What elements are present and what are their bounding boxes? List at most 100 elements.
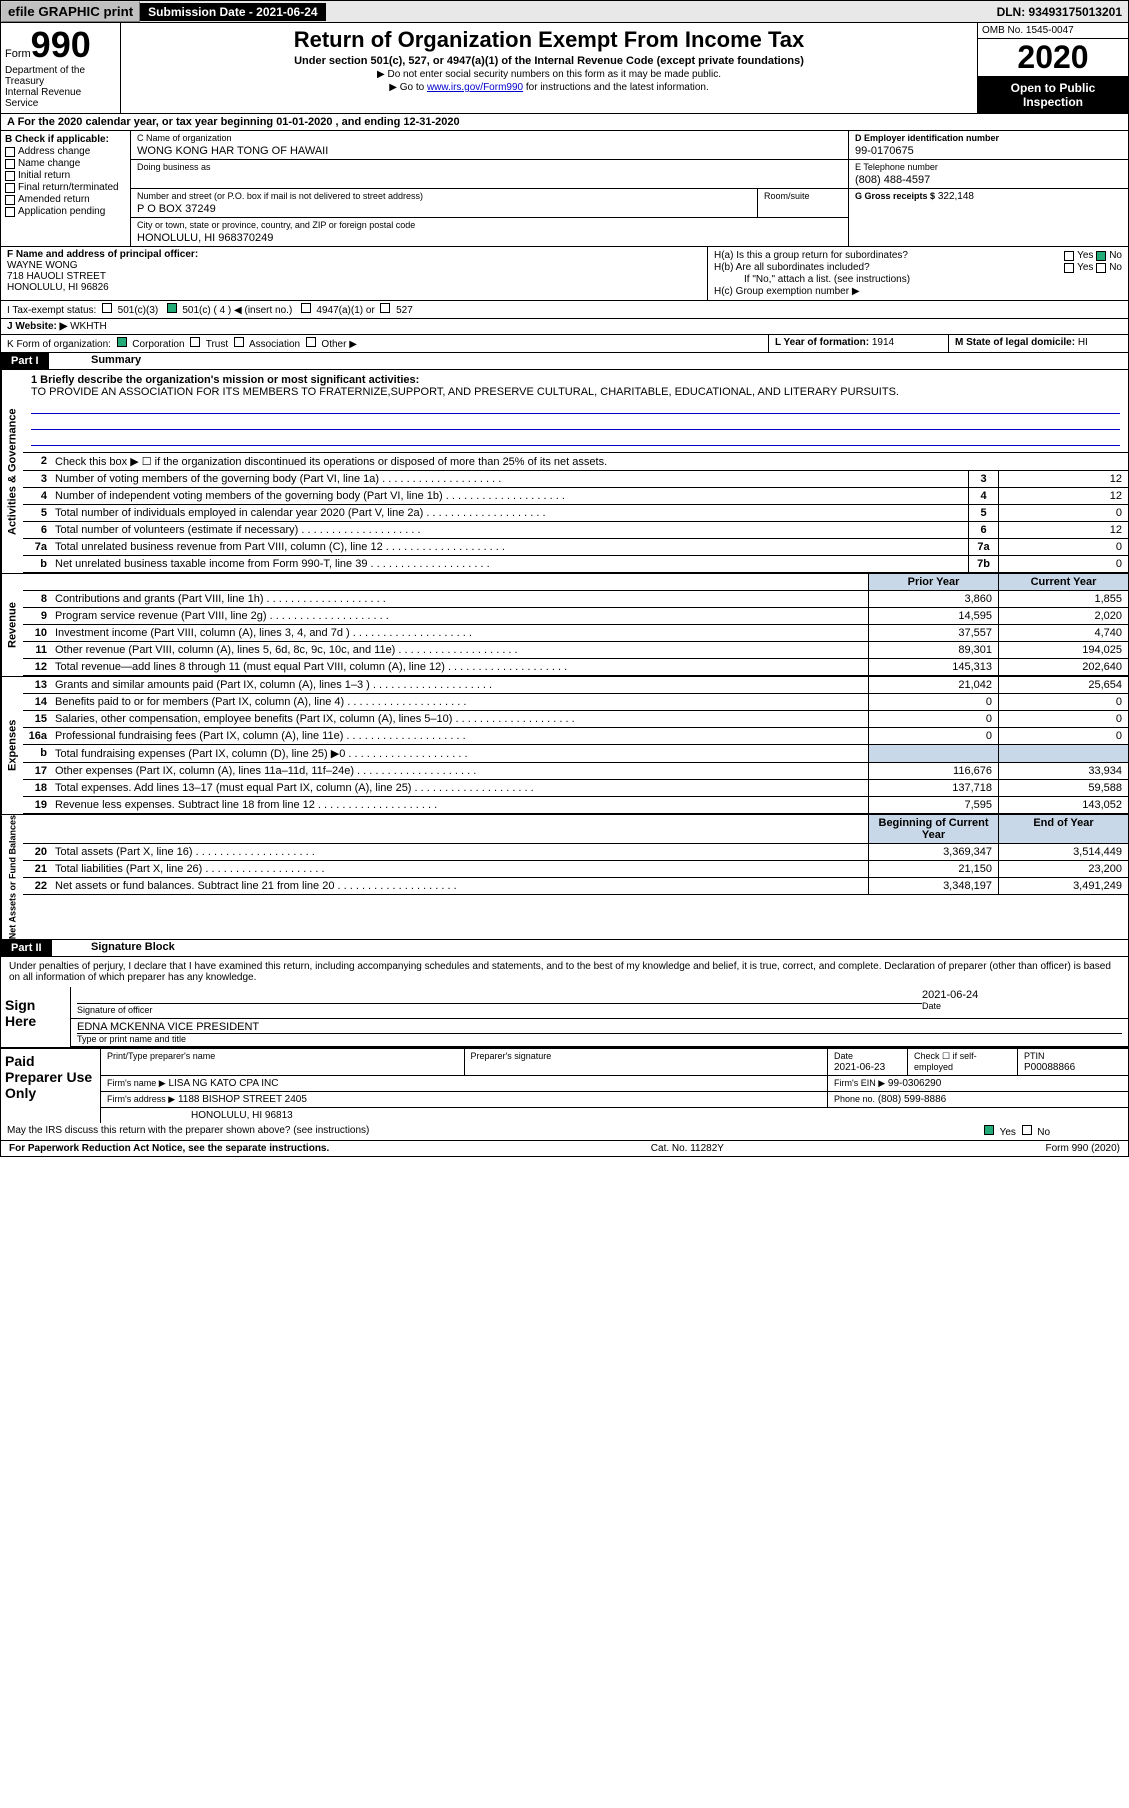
table-row: 13Grants and similar amounts paid (Part … <box>23 677 1128 694</box>
form-subtitle-2: ▶ Do not enter social security numbers o… <box>129 69 969 80</box>
ha-no[interactable] <box>1096 251 1106 261</box>
sign-here-label: Sign Here <box>1 987 71 1047</box>
chk-final-return[interactable] <box>5 183 15 193</box>
sig-declaration: Under penalties of perjury, I declare th… <box>1 957 1128 987</box>
ein-value: 99-0170675 <box>855 145 1122 157</box>
tab-expenses: Expenses <box>1 677 23 814</box>
table-row: 22Net assets or fund balances. Subtract … <box>23 878 1128 895</box>
table-row: 12Total revenue—add lines 8 through 11 (… <box>23 659 1128 676</box>
col-beginning-year: Beginning of Current Year <box>868 815 998 843</box>
table-row: 20Total assets (Part X, line 16) 3,369,3… <box>23 844 1128 861</box>
firm-phone: (808) 599-8886 <box>878 1094 946 1105</box>
table-row: 16aProfessional fundraising fees (Part I… <box>23 728 1128 745</box>
h-b-label: H(b) Are all subordinates included? <box>714 262 1064 273</box>
chk-other[interactable] <box>306 337 316 347</box>
chk-527[interactable] <box>380 303 390 313</box>
line-a-period: A For the 2020 calendar year, or tax yea… <box>1 114 1128 131</box>
officer-label: F Name and address of principal officer: <box>7 249 701 260</box>
firm-addr2: HONOLULU, HI 96813 <box>101 1108 1128 1123</box>
gross-receipts-value: 322,148 <box>938 191 974 202</box>
paid-preparer-label: Paid Preparer Use Only <box>1 1049 101 1123</box>
org-name-label: C Name of organization <box>137 133 842 143</box>
chk-assoc[interactable] <box>234 337 244 347</box>
ha-yes[interactable] <box>1064 251 1074 261</box>
officer-print-name: EDNA MCKENNA VICE PRESIDENT <box>77 1021 1122 1033</box>
dept-treasury: Department of the Treasury Internal Reve… <box>5 65 116 109</box>
table-row: 3Number of voting members of the governi… <box>23 471 1128 488</box>
discuss-yes[interactable] <box>984 1125 994 1135</box>
website-value: WKHTH <box>70 321 107 332</box>
year-formation: 1914 <box>872 337 894 348</box>
ptin: P00088866 <box>1024 1062 1075 1073</box>
part2-header: Part II <box>1 940 52 956</box>
discuss-question: May the IRS discuss this return with the… <box>1 1123 978 1140</box>
col-prior-year: Prior Year <box>868 574 998 590</box>
submission-date: Submission Date - 2021-06-24 <box>140 3 325 21</box>
hb-yes[interactable] <box>1064 263 1074 273</box>
table-row: 18Total expenses. Add lines 13–17 (must … <box>23 780 1128 797</box>
room-label: Room/suite <box>764 191 842 201</box>
form-title: Return of Organization Exempt From Incom… <box>129 27 969 53</box>
table-row: 2Check this box ▶ ☐ if the organization … <box>23 453 1128 471</box>
chk-initial-return[interactable] <box>5 171 15 181</box>
dba-label: Doing business as <box>137 162 842 172</box>
chk-app-pending[interactable] <box>5 207 15 217</box>
table-row: bTotal fundraising expenses (Part IX, co… <box>23 745 1128 763</box>
form-word: Form <box>5 48 31 60</box>
part1-header: Part I <box>1 353 49 369</box>
chk-address-change[interactable] <box>5 147 15 157</box>
table-row: 19Revenue less expenses. Subtract line 1… <box>23 797 1128 814</box>
discuss-no[interactable] <box>1022 1125 1032 1135</box>
tax-year: 2020 <box>978 39 1128 77</box>
part2-title: Signature Block <box>91 941 175 953</box>
table-row: 5Total number of individuals employed in… <box>23 505 1128 522</box>
col-current-year: Current Year <box>998 574 1128 590</box>
tax-exempt-label: I Tax-exempt status: <box>7 305 96 316</box>
table-row: 14Benefits paid to or for members (Part … <box>23 694 1128 711</box>
table-row: 21Total liabilities (Part X, line 26) 21… <box>23 861 1128 878</box>
top-bar: efile GRAPHIC print Submission Date - 20… <box>1 1 1128 23</box>
table-row: 4Number of independent voting members of… <box>23 488 1128 505</box>
h-c-label: H(c) Group exemption number ▶ <box>714 286 860 297</box>
table-row: 6Total number of volunteers (estimate if… <box>23 522 1128 539</box>
chk-501c[interactable] <box>167 303 177 313</box>
table-row: 15Salaries, other compensation, employee… <box>23 711 1128 728</box>
form990-link[interactable]: www.irs.gov/Form990 <box>427 82 523 93</box>
phone-value: (808) 488-4597 <box>855 174 1122 186</box>
org-address: P O BOX 37249 <box>137 203 751 215</box>
chk-amended[interactable] <box>5 195 15 205</box>
table-row: 17Other expenses (Part IX, column (A), l… <box>23 763 1128 780</box>
mission-label: 1 Briefly describe the organization's mi… <box>31 374 1120 386</box>
open-to-public: Open to Public Inspection <box>978 77 1128 113</box>
chk-corp[interactable] <box>117 337 127 347</box>
h-a-label: H(a) Is this a group return for subordin… <box>714 250 1064 261</box>
tab-activities-governance: Activities & Governance <box>1 370 23 573</box>
col-end-year: End of Year <box>998 815 1128 843</box>
chk-name-change[interactable] <box>5 159 15 169</box>
addr-label: Number and street (or P.O. box if mail i… <box>137 191 751 201</box>
firm-addr: 1188 BISHOP STREET 2405 <box>178 1094 307 1105</box>
org-city: HONOLULU, HI 968370249 <box>137 232 842 244</box>
form-subtitle-1: Under section 501(c), 527, or 4947(a)(1)… <box>129 55 969 67</box>
chk-trust[interactable] <box>190 337 200 347</box>
dln: DLN: 93493175013201 <box>991 3 1128 21</box>
officer-addr2: HONOLULU, HI 96826 <box>7 282 701 293</box>
efile-print-button[interactable]: efile GRAPHIC print <box>1 1 140 22</box>
table-row: 8Contributions and grants (Part VIII, li… <box>23 591 1128 608</box>
table-row: 9Program service revenue (Part VIII, lin… <box>23 608 1128 625</box>
chk-501c3[interactable] <box>102 303 112 313</box>
tab-net-assets: Net Assets or Fund Balances <box>1 815 23 939</box>
mission-text: TO PROVIDE AN ASSOCIATION FOR ITS MEMBER… <box>31 386 1120 398</box>
firm-ein: 99-0306290 <box>888 1078 941 1089</box>
table-row: 10Investment income (Part VIII, column (… <box>23 625 1128 642</box>
city-label: City or town, state or province, country… <box>137 220 842 230</box>
footer-cat: Cat. No. 11282Y <box>651 1143 724 1154</box>
firm-name: LISA NG KATO CPA INC <box>168 1078 278 1089</box>
chk-4947[interactable] <box>301 303 311 313</box>
officer-name: WAYNE WONG <box>7 260 701 271</box>
hb-no[interactable] <box>1096 263 1106 273</box>
h-b-note: If "No," attach a list. (see instruction… <box>714 274 1122 285</box>
form-subtitle-3: ▶ Go to www.irs.gov/Form990 for instruct… <box>129 82 969 93</box>
table-row: 7aTotal unrelated business revenue from … <box>23 539 1128 556</box>
org-name: WONG KONG HAR TONG OF HAWAII <box>137 145 842 157</box>
